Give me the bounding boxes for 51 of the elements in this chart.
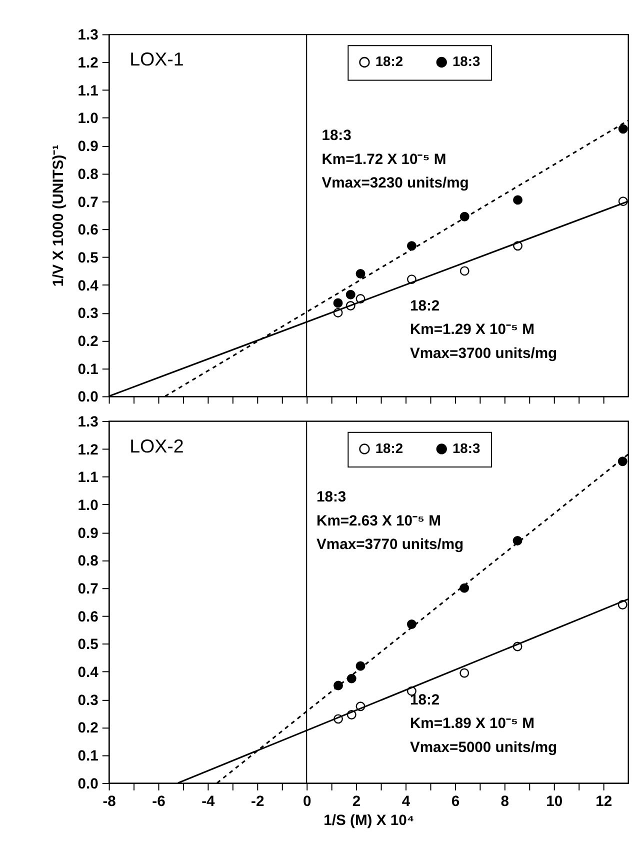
x-tick-label: -8: [102, 794, 116, 810]
y-tick-label: 0.9: [78, 526, 98, 542]
y-tick-label: 0.1: [78, 362, 98, 378]
y-tick-label: 0.6: [78, 609, 98, 626]
legend-label: 18:3: [452, 53, 480, 70]
annotation: 18:3 Km=2.63 X 10⁻⁵ M Vmax=3770 units/mg: [316, 490, 464, 554]
y-tick-label: 0.6: [78, 222, 98, 239]
y-axis-title: 1/V X 1000 (UNITS)⁻¹: [50, 144, 67, 287]
x-tick-label: 8: [500, 794, 510, 810]
legend-label: 18:3: [452, 440, 480, 456]
y-tick-label: 0.3: [78, 692, 98, 709]
x-tick-label: 10: [546, 794, 563, 810]
x-tick-label: 0: [302, 794, 312, 810]
y-tick-label: 0.5: [78, 250, 98, 266]
y-tick-label: 1.3: [78, 28, 98, 44]
annotation: 18:2 Km=1.29 X 10⁻⁵ M Vmax=3700 units/mg: [410, 298, 558, 362]
y-tick-label: 1.2: [78, 442, 98, 458]
y-tick-label: 0.4: [78, 278, 100, 294]
y-tick-label: 1.3: [78, 414, 98, 430]
x-tick-label: 6: [451, 794, 460, 810]
x-tick-label: -2: [251, 794, 264, 810]
x-tick-label: 2: [352, 794, 361, 810]
text: LOX-1: [130, 48, 184, 70]
y-tick-label: 0.1: [78, 748, 98, 765]
y-tick-label: 0.4: [78, 665, 100, 682]
y-tick-label: 0.3: [78, 306, 98, 322]
y-tick-label: 0.0: [78, 776, 98, 792]
y-tick-label: 0.2: [78, 720, 98, 737]
y-tick-label: 0.0: [78, 390, 98, 406]
y-tick-label: 0.8: [78, 554, 98, 570]
text: LOX-2: [130, 435, 184, 456]
y-tick-label: 1.0: [78, 111, 98, 128]
x-tick-label: 12: [596, 794, 612, 810]
y-tick-label: 1.0: [78, 498, 98, 514]
y-tick-label: 1.1: [78, 470, 98, 486]
y-tick-label: 0.5: [78, 637, 98, 654]
annotation: 18:2 Km=1.89 X 10⁻⁵ M Vmax=5000 units/mg: [410, 692, 558, 756]
y-tick-label: 0.2: [78, 334, 98, 350]
x-tick-label: -6: [152, 794, 166, 810]
x-axis-title: 1/S (M) X 10⁴: [324, 813, 414, 830]
annotation: 18:3 Km=1.72 X 10⁻⁵ M Vmax=3230 units/mg: [322, 128, 469, 192]
y-tick-label: 0.7: [78, 581, 98, 598]
legend-label: 18:2: [375, 53, 404, 70]
legend-label: 18:2: [375, 440, 404, 456]
y-tick-label: 0.7: [78, 194, 98, 211]
x-tick-label: 4: [402, 794, 411, 810]
y-tick-label: 0.8: [78, 166, 98, 183]
y-tick-label: 1.2: [78, 56, 98, 72]
y-tick-label: 0.9: [78, 139, 98, 156]
y-tick-label: 1.1: [78, 83, 98, 100]
x-tick-label: -4: [202, 794, 216, 810]
